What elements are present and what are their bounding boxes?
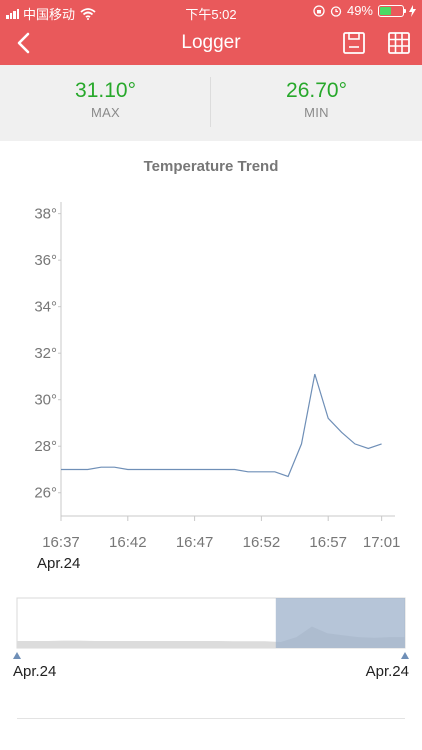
- stats-panel: 31.10° MAX 26.70° MIN: [0, 65, 422, 141]
- carrier-label: 中国移动: [23, 7, 76, 22]
- min-label: MIN: [304, 105, 329, 120]
- battery-icon: [378, 4, 406, 17]
- max-value: 31.10°: [75, 79, 136, 102]
- signal-icon: [6, 8, 19, 19]
- app-header: 中国移动 下午5:02 49%: [0, 0, 422, 65]
- save-icon: [343, 32, 365, 54]
- table-icon: [388, 32, 410, 54]
- max-stat: 31.10° MAX: [0, 79, 211, 120]
- bottom-divider: [17, 718, 405, 719]
- clock: 下午5:02: [185, 7, 237, 22]
- table-view-button[interactable]: [386, 30, 412, 56]
- y-tick-label: 36°: [34, 252, 57, 269]
- x-tick-label: 16:42: [109, 534, 147, 551]
- x-tick-label: 17:01: [363, 534, 401, 551]
- charging-icon: [409, 4, 416, 17]
- chart-date-label: Apr.24: [37, 555, 80, 572]
- temperature-series-line: [61, 373, 382, 478]
- wifi-icon: [80, 7, 96, 20]
- temperature-chart[interactable]: 26° 28° 30° 32° 34° 36° 38° 16:37 16:42 16:47 16:5…: [0, 190, 422, 690]
- y-tick-label: 28°: [34, 438, 57, 455]
- range-end-label: Apr.24: [366, 663, 409, 680]
- range-end-handle-icon[interactable]: [401, 652, 409, 659]
- battery-level: [380, 6, 391, 15]
- y-tick-label: 30°: [34, 392, 57, 409]
- rotation-lock-icon: [313, 4, 325, 17]
- status-bar: 中国移动 下午5:02 49%: [0, 0, 422, 22]
- back-button[interactable]: [8, 28, 38, 58]
- status-left: 中国移动: [6, 4, 96, 23]
- min-stat: 26.70° MIN: [211, 79, 422, 120]
- y-tick-label: 38°: [34, 206, 57, 223]
- x-tick-label: 16:52: [243, 534, 281, 551]
- chart-title: Temperature Trend: [143, 158, 279, 175]
- range-start-label: Apr.24: [13, 663, 56, 680]
- max-label: MAX: [90, 105, 121, 120]
- nav-bar: Logger: [0, 22, 422, 65]
- x-tick-label: 16:47: [176, 534, 214, 551]
- range-selection-window[interactable]: [275, 598, 405, 648]
- page-title: Logger: [181, 32, 241, 53]
- save-button[interactable]: [341, 30, 367, 56]
- y-tick-label: 34°: [34, 299, 57, 316]
- status-right: 49%: [313, 3, 416, 18]
- alarm-icon: [330, 5, 342, 17]
- x-tick-label: 16:37: [42, 534, 80, 551]
- battery-percent: 49%: [346, 3, 373, 18]
- x-tick-label: 16:57: [309, 534, 347, 551]
- range-start-handle-icon[interactable]: [13, 652, 21, 659]
- back-chevron-icon: [17, 32, 30, 54]
- min-value: 26.70°: [286, 79, 347, 102]
- y-tick-label: 26°: [34, 485, 57, 502]
- stats-divider: [210, 77, 211, 127]
- y-tick-label: 32°: [34, 345, 57, 362]
